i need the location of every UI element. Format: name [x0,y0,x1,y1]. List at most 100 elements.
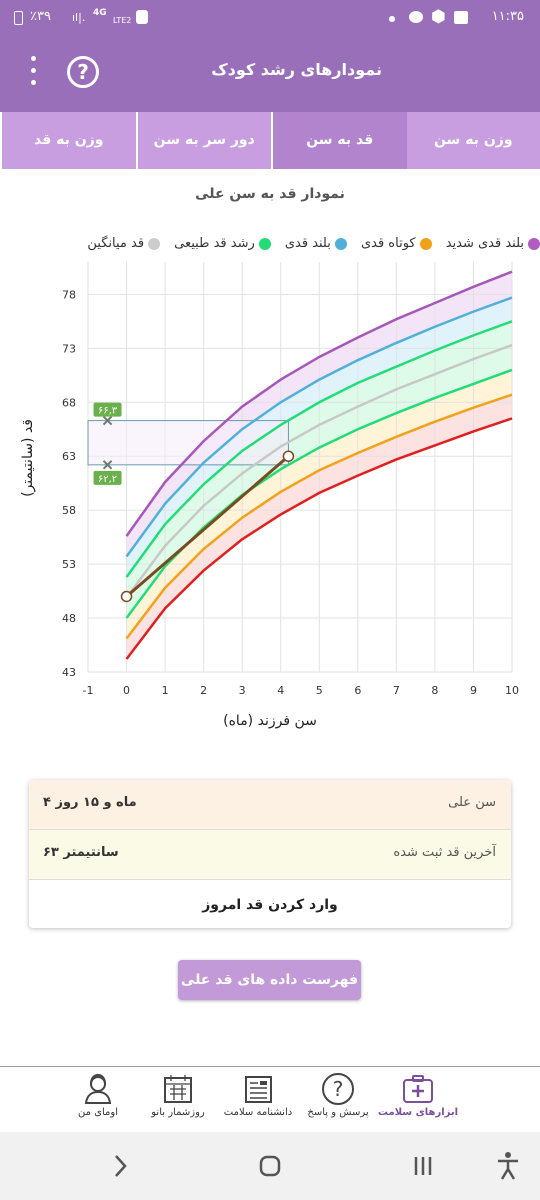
status-time: ۱۱:۳۵ [491,9,524,24]
chart-title: نمودار قد به سن علی [195,186,345,202]
nav-calendar[interactable]: روزشمار بانو [133,1071,223,1118]
range-high-marker: ۶۶,۳ [93,402,122,426]
height-row: آخرین قد ثبت شده ۶۳ سانتیمتر [29,830,511,880]
svg-text:?: ? [333,1077,344,1101]
child-height-line [125,455,290,598]
help-icon: ? [77,60,89,84]
y-tick-label: 73 [62,342,76,355]
child-data-point [282,450,295,462]
height-value: ۶۳ سانتیمتر [43,845,119,860]
cross-mark-icon [102,460,113,470]
accessibility-icon[interactable] [496,1151,520,1181]
nav-my-profile[interactable]: اومای من [53,1071,143,1118]
tab-weight-for-height[interactable]: وزن به قد [0,112,136,169]
app-bar: نمودارهای رشد کودک ? [0,36,540,112]
growth-curve-3 [125,343,513,599]
tab-head-for-age[interactable]: دور سر به سن [135,112,272,169]
x-tick-label: -1 [83,684,94,697]
nav-questions[interactable]: ? پرسش و پاسخ [293,1071,383,1118]
medical-kit-icon [403,1075,433,1103]
y-tick-label: 78 [62,288,76,301]
calendar-icon [164,1075,192,1103]
nav-label: روزشمار بانو [151,1107,205,1118]
x-tick-label: 10 [505,684,519,697]
nav-label: پرسش و پاسخ [307,1107,369,1118]
range-label: ۶۶,۳ [98,406,118,417]
chart-band [126,321,512,619]
x-tick-label: 9 [470,684,477,697]
tab-weight-for-age[interactable]: وزن به سن [433,132,513,148]
y-tick-label: 48 [62,612,76,625]
legend-item: رشد قد طبیعی [174,236,271,251]
legend-swatch [528,237,540,250]
x-tick-label: 8 [431,684,438,697]
y-tick-label: 58 [62,504,76,517]
x-tick-label: 0 [123,684,130,697]
more-menu-icon[interactable] [28,56,38,90]
network-type: 4G [93,8,107,18]
home-icon[interactable] [258,1154,282,1178]
growth-curve-0 [125,270,513,537]
bottom-navigation: ابزارهای سلامت ? پرسش و پاسخ دانشنامه سل… [0,1066,540,1133]
chart-tabs: وزن به سن قد به سن دور سر به سن وزن به ق… [0,112,540,169]
network-subtype: LTE2 [113,16,132,25]
info-card: سن علی ۴ ماه و ۱۵ روز آخرین قد ثبت شده ۶… [29,780,511,928]
newspaper-icon [245,1076,272,1103]
legend-swatch [258,237,271,250]
legend-item: بلند قدی [285,236,347,251]
age-value: ۴ ماه و ۱۵ روز [43,795,137,810]
x-axis-label: سن فرزند (ماه) [223,713,317,729]
x-tick-label: 2 [200,684,207,697]
gallery-icon [454,11,468,24]
dot-icon [389,16,395,22]
nav-label: ابزارهای سلامت [377,1107,459,1118]
app-notification-icon [136,10,148,24]
question-icon: ? [322,1073,354,1105]
age-label: سن علی [448,795,496,810]
nav-label: اومای من [78,1107,118,1118]
y-tick-label: 68 [62,396,76,409]
legend-item: کوتاه قدی [361,236,432,251]
legend-swatch [148,237,161,250]
growth-curve-5 [125,393,513,640]
nav-health-tools[interactable]: ابزارهای سلامت [373,1071,463,1118]
growth-curve-1 [125,296,513,558]
x-tick-label: 3 [239,684,246,697]
range-label-bg [93,470,122,485]
battery-icon [14,11,23,25]
signal-icon: ıl|. [72,11,86,24]
legend-swatch [419,237,432,250]
nav-encyclopedia[interactable]: دانشنامه سلامت [213,1071,303,1118]
back-chevron-icon[interactable] [110,1152,130,1180]
hexagon-app-icon: ⬢ [431,7,446,27]
user-avatar-icon [84,1073,112,1104]
legend-item: بلند قدی شدید [446,236,540,251]
range-label: ۶۲,۲ [98,474,117,485]
growth-curve-6 [125,417,513,660]
recent-apps-icon[interactable] [411,1154,435,1178]
x-tick-label: 7 [393,684,400,697]
tab-height-for-age[interactable]: قد به سن [271,112,407,169]
x-tick-label: 5 [316,684,323,697]
status-bar: ۱۱:۳۵ ٪۳۹ ıl|. 4G LTE2 ⬢ [0,0,540,36]
height-label: آخرین قد ثبت شده [393,845,496,860]
y-tick-label: 63 [62,450,76,463]
x-tick-label: 6 [354,684,361,697]
legend-item: قد میانگین [87,236,161,251]
age-row: سن علی ۴ ماه و ۱۵ روز [29,780,511,830]
range-low-marker: ۶۲,۲ [93,460,122,485]
growth-curve-2 [125,320,513,578]
enter-height-button[interactable]: وارد کردن قد امروز [202,897,338,913]
child-data-point [120,590,133,603]
height-list-button[interactable]: فهرست داده های قد علی [178,960,361,1000]
help-button[interactable]: ? [67,56,99,88]
y-tick-label: 53 [62,558,76,571]
chat-bubble-icon [409,11,423,23]
cross-mark-icon [102,415,113,426]
y-tick-label: 43 [62,666,76,679]
battery-level: ٪۳۹ [30,9,51,24]
range-label-bg [93,402,122,417]
nav-label: دانشنامه سلامت [223,1107,293,1118]
x-tick-label: 4 [277,684,284,697]
